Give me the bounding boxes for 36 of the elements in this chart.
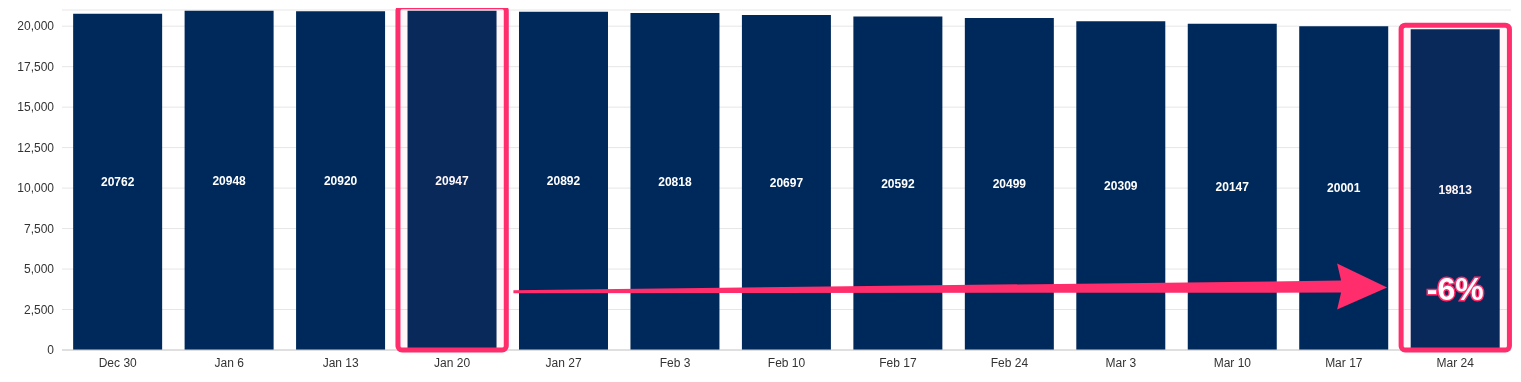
x-tick-label: Feb 3 <box>659 355 691 370</box>
data-label: 19813 <box>1438 182 1473 197</box>
y-tick-label: 7,500 <box>23 221 55 236</box>
x-tick-label: Jan 13 <box>322 355 359 370</box>
y-tick-label: 5,000 <box>23 262 55 277</box>
data-label: 20001 <box>1327 181 1361 196</box>
x-tick-label: Feb 17 <box>879 355 917 370</box>
data-label: 20892 <box>546 174 581 189</box>
y-tick-label: 15,000 <box>17 100 55 115</box>
y-tick-label: 2,500 <box>23 302 55 317</box>
y-tick-label: 0 <box>47 343 55 358</box>
y-tick-label: 17,500 <box>17 59 55 74</box>
data-label: 20948 <box>212 173 247 188</box>
y-tick-label: 10,000 <box>17 181 55 196</box>
data-label: 20920 <box>323 173 358 188</box>
y-tick-label: 20,000 <box>17 19 55 34</box>
x-tick-label: Mar 17 <box>1325 355 1363 370</box>
x-tick-label: Dec 30 <box>98 355 138 370</box>
data-label: 20818 <box>658 174 692 189</box>
x-tick-label: Feb 24 <box>990 355 1029 370</box>
data-label: 20762 <box>100 175 135 190</box>
data-label: 20947 <box>435 173 470 188</box>
x-tick-label: Mar 10 <box>1213 355 1252 370</box>
data-label: 20499 <box>992 177 1027 192</box>
data-label: 20147 <box>1215 180 1250 195</box>
y-tick-label: 12,500 <box>17 140 55 155</box>
x-tick-label: Jan 6 <box>214 355 245 370</box>
x-tick-label: Jan 20 <box>434 355 471 370</box>
data-label: 20309 <box>1104 178 1138 193</box>
x-tick-label: Jan 27 <box>545 355 582 370</box>
data-label: 20592 <box>881 176 915 191</box>
x-tick-label: Feb 10 <box>767 355 806 370</box>
data-label: 20697 <box>769 175 804 190</box>
x-tick-label: Mar 24 <box>1436 355 1475 370</box>
x-tick-label: Mar 3 <box>1105 355 1137 370</box>
annotation: -6% <box>1426 270 1484 307</box>
